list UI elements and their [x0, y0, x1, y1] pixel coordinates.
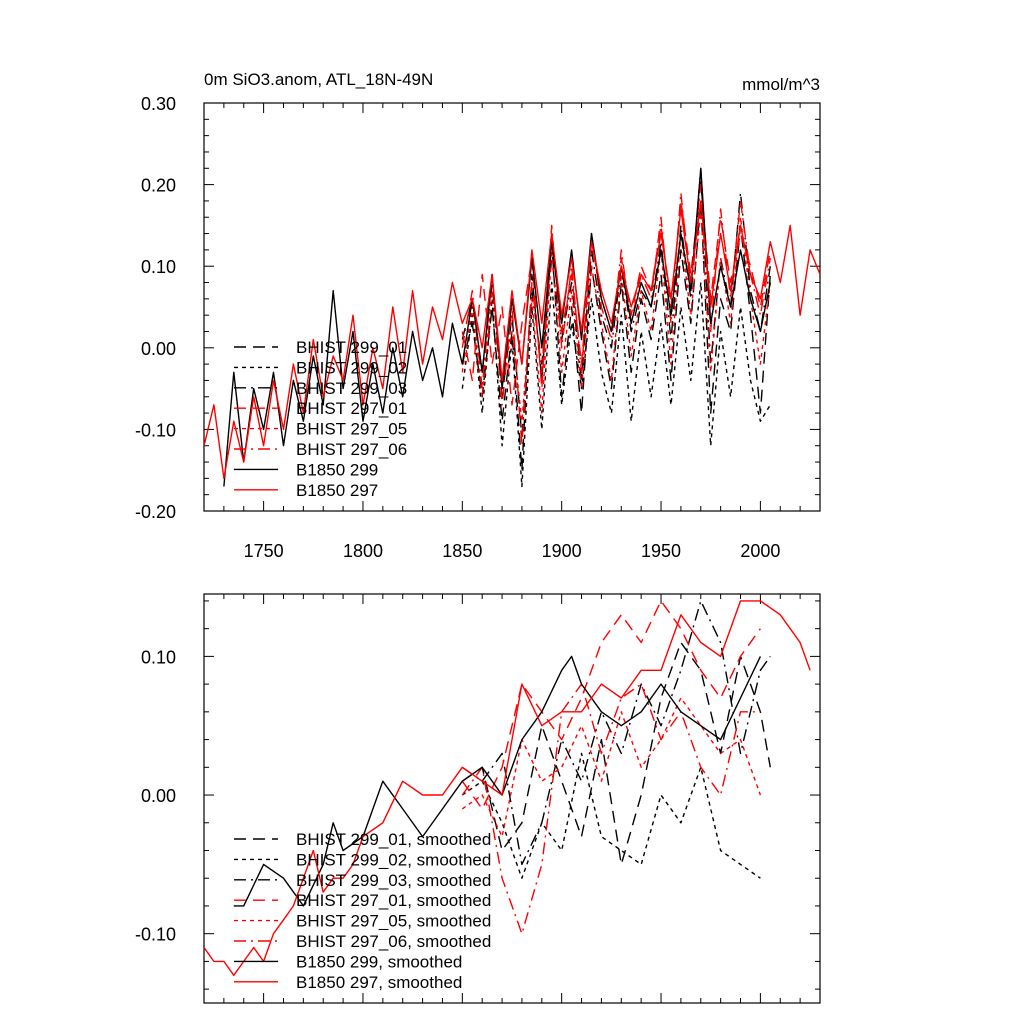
legend-label: BHIST 297_01, smoothed [296, 891, 491, 910]
legend-label: BHIST 297_05, smoothed [296, 912, 491, 931]
x-tick-label: 2000 [740, 541, 780, 561]
legend-label: BHIST 297_06 [296, 440, 407, 459]
series-line-b1850-297-smoothed [204, 600, 811, 976]
legend-label: BHIST 297_06, smoothed [296, 932, 491, 951]
y-tick-label: 0.30 [141, 94, 176, 114]
legend-label: B1850 299, smoothed [296, 952, 462, 971]
series-line-bhist-299-03-smoothed [461, 600, 771, 866]
legend-label: BHIST 297_01 [296, 399, 407, 418]
plot-frame [203, 102, 821, 512]
legend-label: B1850 297 [296, 481, 378, 500]
legend-label: BHIST 299_03, smoothed [296, 871, 491, 890]
legend-label: B1850 297, smoothed [296, 973, 462, 992]
y-tick-label: -0.20 [135, 502, 176, 522]
y-tick-label: 0.10 [141, 647, 176, 667]
x-tick-label: 1900 [542, 541, 582, 561]
plot-frame [203, 593, 821, 1004]
y-tick-label: 0.00 [141, 786, 176, 806]
legend-label: BHIST 299_03 [296, 379, 407, 398]
y-tick-label: -0.10 [135, 925, 176, 945]
figure-title: 0m SiO3.anom, ATL_18N-49N [204, 70, 433, 89]
x-tick-label: 1750 [244, 541, 284, 561]
x-tick-label: 1800 [343, 541, 383, 561]
x-tick-label: 1850 [442, 541, 482, 561]
series-line-bhist-299-01 [461, 200, 771, 471]
legend-label: BHIST 299_01, smoothed [296, 830, 491, 849]
series-line-bhist-299-01-smoothed [461, 641, 771, 866]
series-line-bhist-297-06-smoothed [461, 683, 761, 935]
series-line-bhist-299-03 [461, 175, 771, 439]
series-line-bhist-299-02 [461, 281, 771, 488]
y-tick-label: 0.10 [141, 257, 176, 277]
legend-label: BHIST 299_02 [296, 358, 407, 377]
x-tick-label: 1950 [641, 541, 681, 561]
figure-units: mmol/m^3 [742, 75, 820, 94]
series-line-bhist-297-06 [461, 167, 771, 447]
legend-label: BHIST 299_01 [296, 338, 407, 357]
series-line-bhist-297-01-smoothed [461, 600, 761, 810]
series-line-bhist-297-05 [461, 208, 771, 422]
y-tick-label: -0.10 [135, 420, 176, 440]
top-plot-panel: 1750 1800 1850 1900 1950 2000 -0.20 -0.10 0.00 0.… [135, 94, 821, 561]
y-tick-label: 0.00 [141, 339, 176, 359]
series-line-b1850-299-smoothed [233, 655, 762, 907]
legend-label: BHIST 297_05 [296, 420, 407, 439]
series-line-b1850-297 [204, 200, 820, 480]
legend-label: BHIST 299_02, smoothed [296, 850, 491, 869]
series-line-bhist-299-02-smoothed [461, 752, 761, 879]
y-tick-label: 0.20 [141, 176, 176, 196]
legend-label: B1850 299 [296, 460, 378, 479]
